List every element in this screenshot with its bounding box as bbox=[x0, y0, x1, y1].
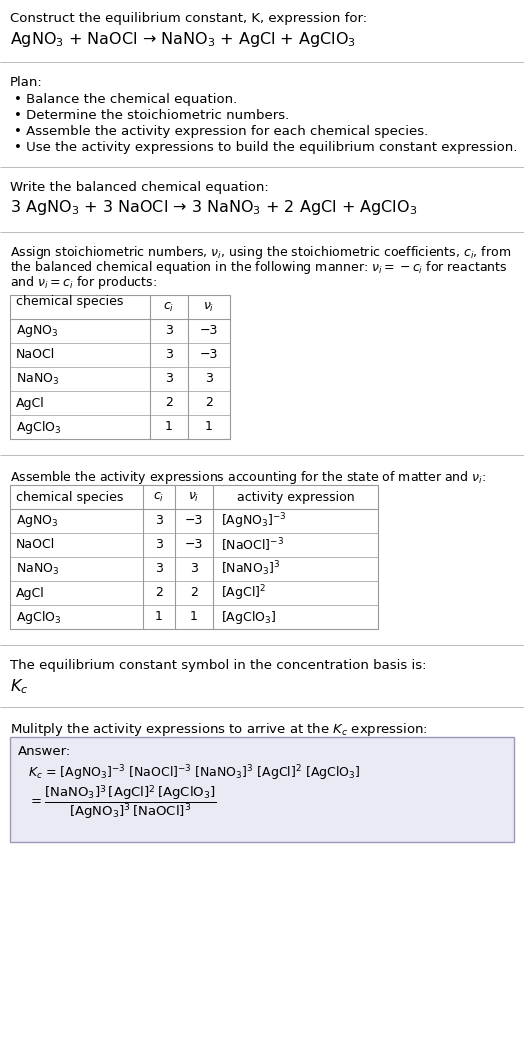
FancyBboxPatch shape bbox=[10, 295, 230, 439]
Text: • Determine the stoichiometric numbers.: • Determine the stoichiometric numbers. bbox=[14, 109, 289, 122]
Text: AgNO$_3$: AgNO$_3$ bbox=[16, 513, 59, 529]
Text: Plan:: Plan: bbox=[10, 76, 43, 89]
Text: −3: −3 bbox=[200, 348, 218, 362]
Text: $K_c$: $K_c$ bbox=[10, 677, 28, 696]
Text: Assign stoichiometric numbers, $\nu_i$, using the stoichiometric coefficients, $: Assign stoichiometric numbers, $\nu_i$, … bbox=[10, 244, 511, 261]
Text: 2: 2 bbox=[155, 587, 163, 599]
Text: AgCl: AgCl bbox=[16, 396, 45, 410]
Text: • Use the activity expressions to build the equilibrium constant expression.: • Use the activity expressions to build … bbox=[14, 141, 517, 155]
Text: 3: 3 bbox=[190, 562, 198, 576]
Text: $\nu_i$: $\nu_i$ bbox=[203, 301, 215, 313]
Text: $= \dfrac{[\mathrm{NaNO_3}]^3\,[\mathrm{AgCl}]^2\,[\mathrm{AgClO_3}]}{[\mathrm{A: $= \dfrac{[\mathrm{NaNO_3}]^3\,[\mathrm{… bbox=[28, 783, 217, 821]
FancyBboxPatch shape bbox=[10, 485, 378, 629]
Text: Write the balanced chemical equation:: Write the balanced chemical equation: bbox=[10, 181, 269, 194]
Text: Mulitply the activity expressions to arrive at the $K_c$ expression:: Mulitply the activity expressions to arr… bbox=[10, 721, 428, 738]
Text: 3: 3 bbox=[165, 325, 173, 337]
Text: and $\nu_i = c_i$ for products:: and $\nu_i = c_i$ for products: bbox=[10, 274, 157, 291]
Text: [AgClO$_3$]: [AgClO$_3$] bbox=[221, 609, 276, 625]
Text: the balanced chemical equation in the following manner: $\nu_i = -c_i$ for react: the balanced chemical equation in the fo… bbox=[10, 259, 507, 276]
Text: Assemble the activity expressions accounting for the state of matter and $\nu_i$: Assemble the activity expressions accoun… bbox=[10, 469, 486, 486]
Text: −3: −3 bbox=[200, 325, 218, 337]
Text: 1: 1 bbox=[205, 420, 213, 433]
Text: 3: 3 bbox=[165, 372, 173, 386]
Text: • Assemble the activity expression for each chemical species.: • Assemble the activity expression for e… bbox=[14, 125, 428, 138]
Text: 3 AgNO$_3$ + 3 NaOCl → 3 NaNO$_3$ + 2 AgCl + AgClO$_3$: 3 AgNO$_3$ + 3 NaOCl → 3 NaNO$_3$ + 2 Ag… bbox=[10, 198, 417, 217]
Text: • Balance the chemical equation.: • Balance the chemical equation. bbox=[14, 93, 237, 106]
Text: $K_c$ = [AgNO$_3$]$^{-3}$ [NaOCl]$^{-3}$ [NaNO$_3$]$^3$ [AgCl]$^2$ [AgClO$_3$]: $K_c$ = [AgNO$_3$]$^{-3}$ [NaOCl]$^{-3}$… bbox=[28, 763, 361, 783]
Text: 2: 2 bbox=[205, 396, 213, 410]
Text: −3: −3 bbox=[185, 514, 203, 528]
Text: The equilibrium constant symbol in the concentration basis is:: The equilibrium constant symbol in the c… bbox=[10, 658, 427, 672]
Text: NaOCl: NaOCl bbox=[16, 538, 55, 552]
Text: NaNO$_3$: NaNO$_3$ bbox=[16, 561, 59, 577]
Text: 2: 2 bbox=[190, 587, 198, 599]
Text: NaNO$_3$: NaNO$_3$ bbox=[16, 371, 59, 387]
Text: [NaNO$_3$]$^3$: [NaNO$_3$]$^3$ bbox=[221, 560, 280, 579]
Text: AgClO$_3$: AgClO$_3$ bbox=[16, 609, 61, 625]
Text: 2: 2 bbox=[165, 396, 173, 410]
Text: $c_i$: $c_i$ bbox=[163, 301, 174, 313]
Text: chemical species: chemical species bbox=[16, 491, 123, 504]
Text: 3: 3 bbox=[165, 348, 173, 362]
Text: AgCl: AgCl bbox=[16, 587, 45, 599]
Text: $c_i$: $c_i$ bbox=[154, 491, 165, 504]
Text: AgNO$_3$: AgNO$_3$ bbox=[16, 323, 59, 339]
Text: Construct the equilibrium constant, K, expression for:: Construct the equilibrium constant, K, e… bbox=[10, 12, 367, 25]
Text: [AgCl]$^2$: [AgCl]$^2$ bbox=[221, 583, 266, 602]
Text: [AgNO$_3$]$^{-3}$: [AgNO$_3$]$^{-3}$ bbox=[221, 511, 287, 531]
Text: 3: 3 bbox=[155, 538, 163, 552]
Text: 1: 1 bbox=[165, 420, 173, 433]
Text: 3: 3 bbox=[155, 562, 163, 576]
Text: activity expression: activity expression bbox=[237, 491, 354, 504]
Text: AgNO$_3$ + NaOCl → NaNO$_3$ + AgCl + AgClO$_3$: AgNO$_3$ + NaOCl → NaNO$_3$ + AgCl + AgC… bbox=[10, 30, 356, 49]
FancyBboxPatch shape bbox=[10, 737, 514, 842]
Text: chemical species: chemical species bbox=[16, 296, 123, 308]
Text: $\nu_i$: $\nu_i$ bbox=[188, 491, 200, 504]
Text: 3: 3 bbox=[155, 514, 163, 528]
Text: AgClO$_3$: AgClO$_3$ bbox=[16, 419, 61, 436]
Text: NaOCl: NaOCl bbox=[16, 348, 55, 362]
Text: 1: 1 bbox=[155, 611, 163, 623]
Text: 3: 3 bbox=[205, 372, 213, 386]
Text: Answer:: Answer: bbox=[18, 745, 71, 758]
Text: −3: −3 bbox=[185, 538, 203, 552]
Text: [NaOCl]$^{-3}$: [NaOCl]$^{-3}$ bbox=[221, 536, 284, 554]
Text: 1: 1 bbox=[190, 611, 198, 623]
